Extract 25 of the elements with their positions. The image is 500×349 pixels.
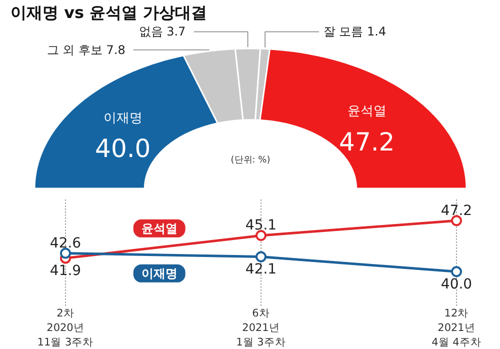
series-label: 윤석열 [141,221,178,236]
data-label: 47.2 [339,127,395,156]
slice-label: 잘 모름 1.4 [323,24,386,39]
slice-label: 없음 3.7 [138,24,186,39]
data-label: 47.2 [440,202,472,219]
text: (단위: %) [230,156,270,166]
chart-title: 이재명 vs 윤석열 가상대결 [10,3,208,22]
series-label: 이재명 [141,266,178,280]
x-tick-label: 2차 2020년 11월 3주차 [37,308,94,348]
data-label: 42.6 [50,235,82,252]
slice-label: 그 외 후보 7.8 [46,42,126,57]
point [60,248,71,259]
slice-label: 윤석열 [347,104,386,120]
data-label: 42.1 [245,262,277,278]
point [256,251,266,262]
data-label: 40.0 [95,134,151,164]
data-label: 40.0 [440,276,472,293]
point [451,266,462,278]
x-tick-label: 6차 2021년 1월 3주차 [236,308,286,348]
slice-label: 이재명 [103,110,142,126]
point [256,230,266,241]
point [451,215,462,226]
data-label: 41.9 [50,263,82,280]
x-tick-label: 12차 2021년 4월 4주차 [432,308,482,348]
data-label: 45.1 [245,218,277,234]
